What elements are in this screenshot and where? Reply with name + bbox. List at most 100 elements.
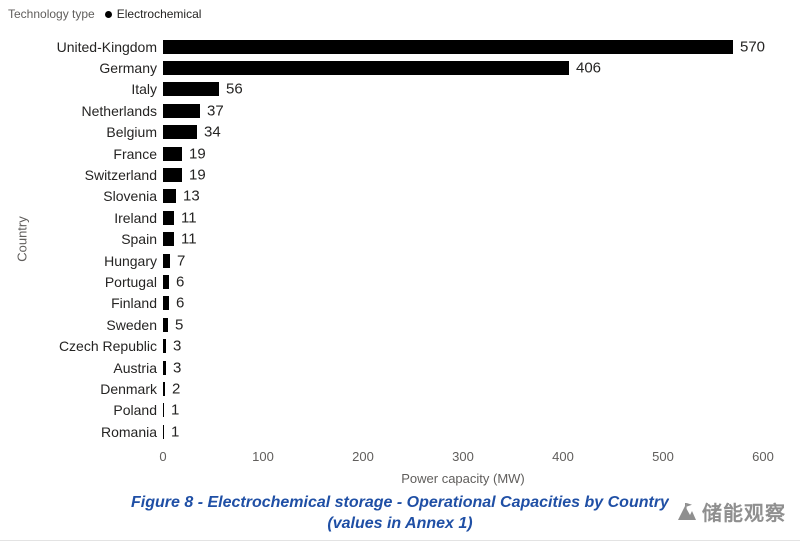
bar-row: Denmark 2 (0, 378, 763, 399)
bar-row: Italy 56 (0, 79, 763, 100)
bar[interactable] (163, 82, 219, 97)
bar-track: 6 (163, 293, 763, 314)
bar[interactable] (163, 189, 176, 204)
bar[interactable] (163, 424, 164, 439)
bar[interactable] (163, 296, 169, 311)
x-tick-label: 0 (159, 449, 167, 464)
category-label: Romania (100, 423, 157, 440)
x-tick-label: 200 (352, 449, 374, 464)
bar-row: Belgium 34 (0, 122, 763, 143)
category-label: Finland (111, 295, 157, 312)
bar[interactable] (163, 403, 164, 418)
bar[interactable] (163, 339, 166, 354)
figure-caption: Figure 8 - Electrochemical storage - Ope… (0, 492, 800, 534)
bar-track: 11 (163, 229, 763, 250)
bar-track: 1 (163, 421, 763, 442)
category-label: Germany (99, 60, 157, 77)
bar[interactable] (163, 381, 165, 396)
category-label: Austria (113, 359, 157, 376)
bar-row: United-Kingdom 570 (0, 36, 766, 57)
bar-row: Spain 11 (0, 229, 763, 250)
bar-track: 406 (163, 57, 763, 78)
bar-row: France 19 (0, 143, 763, 164)
x-tick-label: 600 (752, 449, 774, 464)
value-label: 3 (173, 337, 182, 355)
bar[interactable] (163, 232, 174, 247)
category-label: Spain (121, 231, 157, 248)
bar-row: Poland 1 (0, 400, 763, 421)
bar[interactable] (163, 146, 182, 161)
category-label: Poland (113, 402, 157, 419)
bar-track: 3 (163, 335, 763, 356)
bar-track: 6 (163, 271, 763, 292)
category-label: France (113, 145, 157, 162)
value-label: 1 (171, 423, 180, 441)
bar-row: Hungary 7 (0, 250, 763, 271)
bar-track: 19 (163, 143, 763, 164)
bar-row: Ireland 11 (0, 207, 763, 228)
x-tick-label: 500 (652, 449, 674, 464)
bar-row: Portugal 6 (0, 271, 763, 292)
watermark: 储能观察 (669, 495, 792, 528)
category-label: Sweden (106, 316, 157, 333)
category-label: Slovenia (103, 188, 157, 205)
legend-dot-icon (104, 10, 112, 18)
value-label: 5 (175, 316, 184, 334)
value-label: 1 (171, 401, 180, 419)
bar-track: 56 (163, 79, 763, 100)
legend-item-electrochemical[interactable]: Electrochemical (104, 7, 202, 21)
bar[interactable] (163, 125, 197, 140)
value-label: 6 (176, 294, 185, 312)
bar-row: Czech Republic 3 (0, 335, 763, 356)
bar-row: Romania 1 (0, 421, 763, 442)
value-label: 37 (207, 102, 224, 120)
value-label: 406 (575, 59, 602, 77)
bar[interactable] (163, 61, 569, 76)
value-label: 570 (740, 38, 766, 56)
value-label: 6 (176, 273, 185, 291)
legend-item-label: Electrochemical (116, 7, 202, 21)
bar-row: Netherlands 37 (0, 100, 763, 121)
category-label: Ireland (114, 209, 157, 226)
bar-track: 3 (163, 357, 763, 378)
x-axis-title: Power capacity (MW) (401, 471, 525, 486)
bar[interactable] (163, 39, 733, 54)
bar-row: Sweden 5 (0, 314, 763, 335)
category-label: Hungary (104, 252, 157, 269)
bar-row: Finland 6 (0, 293, 763, 314)
value-label: 2 (172, 380, 181, 398)
value-label: 11 (181, 209, 197, 227)
x-tick-label: 400 (552, 449, 574, 464)
bar-track: 37 (163, 100, 763, 121)
category-label: Denmark (100, 380, 157, 397)
category-label: Netherlands (81, 102, 158, 119)
bar[interactable] (163, 103, 200, 118)
bar-track: 11 (163, 207, 763, 228)
value-label: 3 (173, 359, 182, 377)
legend-title: Technology type (8, 7, 95, 21)
bar-plot-area: United-Kingdom 570 Germany 406 Italy 56 Nether… (0, 36, 766, 442)
bar[interactable] (163, 360, 166, 375)
bar-track: 13 (163, 186, 763, 207)
bar-track: 7 (163, 250, 763, 271)
category-label: Belgium (106, 124, 157, 141)
value-label: 19 (189, 145, 206, 163)
value-label: 7 (177, 252, 186, 270)
legend: Technology type Electrochemical (8, 7, 201, 21)
watermark-text: 储能观察 (702, 503, 786, 525)
bar[interactable] (163, 274, 169, 289)
watermark-logo-icon (675, 501, 697, 523)
bar-track: 570 (163, 36, 766, 57)
value-label: 56 (226, 80, 243, 98)
bar[interactable] (163, 210, 174, 225)
x-axis: 0 100 200 300 400 500 600 (159, 449, 773, 465)
value-label: 19 (189, 166, 206, 184)
bar-row: Switzerland 19 (0, 164, 763, 185)
bar[interactable] (163, 317, 168, 332)
x-tick-label: 300 (452, 449, 474, 464)
bar-row: Germany 406 (0, 57, 763, 78)
bar-row: Slovenia 13 (0, 186, 763, 207)
bar[interactable] (163, 253, 170, 268)
bar[interactable] (163, 168, 182, 183)
